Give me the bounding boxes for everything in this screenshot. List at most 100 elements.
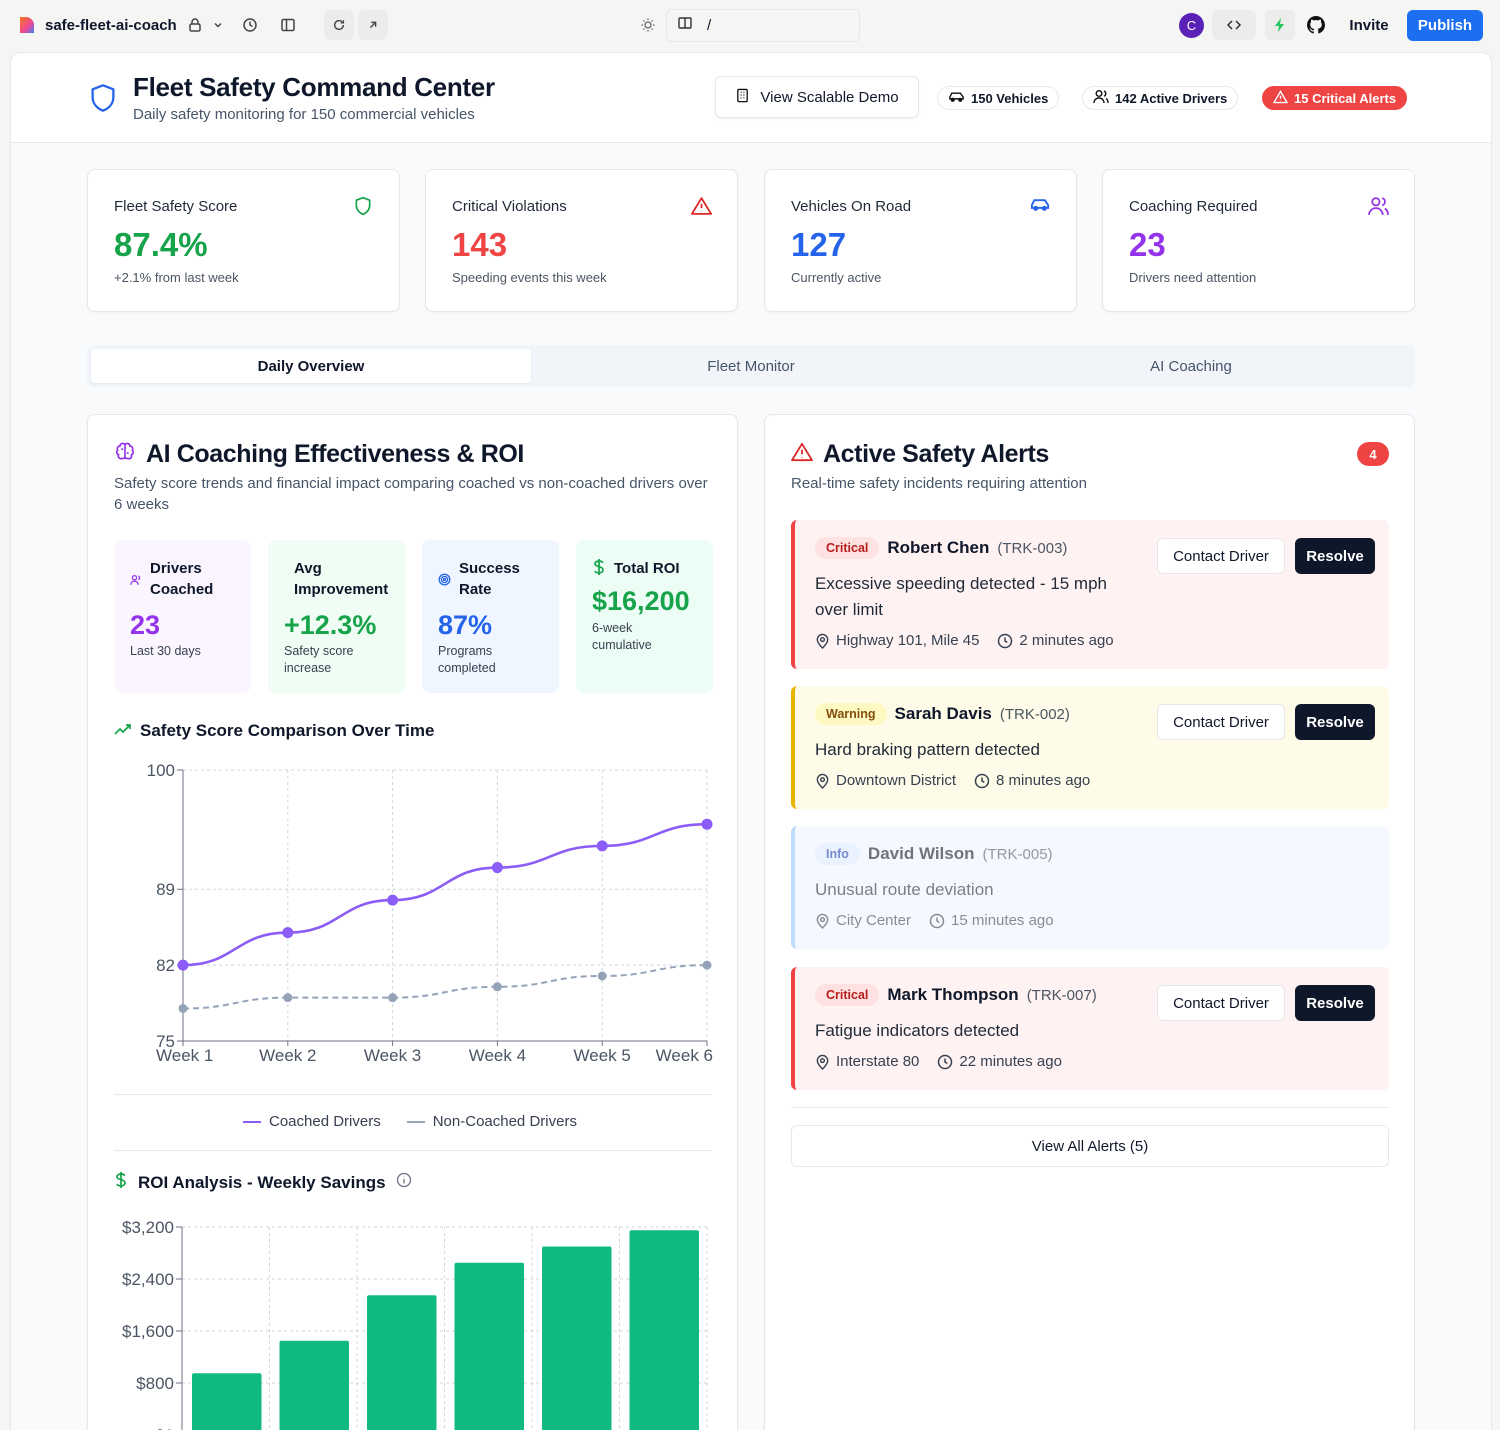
shield-icon [353,196,373,216]
truck-id: (TRK-005) [982,845,1053,863]
coaching-effectiveness-card: AI Coaching Effectiveness & ROI Safety s… [87,414,738,1430]
x-tick-label: Week 4 [469,1046,526,1065]
legend-coached: Coached Drivers [243,1113,381,1130]
roi-bar [629,1230,699,1430]
mini-card-avg-improvement: Avg Improvement +12.3% Safety score increa… [268,540,405,693]
github-icon[interactable] [1301,10,1331,40]
lock-icon[interactable] [180,10,210,40]
driver-name: Robert Chen [887,538,990,557]
tab-fleet-monitor[interactable]: Fleet Monitor [707,357,795,375]
y-tick-label: 75 [156,1032,175,1051]
mini-heading-1: Avg [294,560,322,577]
code-icon[interactable] [1212,10,1256,40]
stat-sub: Drivers need attention [1129,270,1257,285]
truck-id: (TRK-002) [999,705,1070,723]
user-avatar[interactable]: C [1179,13,1204,38]
view-all-alerts-button[interactable]: View All Alerts (5) [791,1125,1389,1167]
stat-card-coaching-required: Coaching Required 23 Drivers need attent… [1102,169,1415,312]
bolt-icon[interactable] [1265,10,1295,40]
refresh-icon[interactable] [324,10,354,40]
history-icon[interactable] [235,10,265,40]
alert-description-line-2: over limit [815,600,884,619]
alert-time: 22 minutes ago [959,1053,1062,1070]
publish-button[interactable]: Publish [1407,10,1483,41]
alert-time: 15 minutes ago [951,912,1054,929]
alerts-card-subtitle: Real-time safety incidents requiring att… [791,475,1087,492]
x-tick-label: Week 1 [156,1046,213,1065]
building-icon [735,88,750,107]
x-tick-label: Week 5 [574,1046,631,1065]
clock-icon [997,633,1013,649]
active-alerts-card: Active Safety Alerts 4 Real-time safety … [764,414,1415,1430]
non-coached-drivers-line [182,964,708,1010]
alert-description: Unusual route deviation [815,880,994,899]
editor-topbar: safe-fleet-ai-coach / C Invite Publish [0,0,1500,52]
truck-id: (TRK-003) [997,539,1068,557]
x-tick-label: Week 6 [656,1046,713,1065]
clock-icon [937,1054,953,1070]
chevron-down-icon[interactable] [203,10,233,40]
severity-badge: Critical [815,537,880,559]
alert-time: 2 minutes ago [1019,632,1114,649]
tab-ai-coaching[interactable]: AI Coaching [1150,357,1232,375]
alert-item: Info David Wilson (TRK-005) Unusual rout… [791,826,1389,949]
users-icon [1093,89,1109,107]
contact-driver-button[interactable]: Contact Driver [1157,538,1285,574]
stat-label: Vehicles On Road [791,198,912,215]
stat-value: 23 [1129,226,1166,263]
alert-triangle-icon [1272,89,1289,107]
legend-non-coached: Non-Coached Drivers [406,1113,577,1130]
mini-heading-2: Coached [150,581,214,598]
alert-description-line-1: Excessive speeding detected - 15 mph [815,574,1108,593]
alert-item: Critical Robert Chen (TRK-003) Excessive… [791,520,1389,669]
tab-daily-overview[interactable]: Daily Overview [91,349,531,383]
view-scalable-demo-label: View Scalable Demo [760,88,899,106]
coached-data-point [491,862,503,874]
mini-sub: Last 30 days [130,644,201,658]
resolve-button[interactable]: Resolve [1295,538,1375,574]
x-tick-label: Week 3 [364,1046,421,1065]
sidebar-toggle-icon[interactable] [273,10,303,40]
project-name[interactable]: safe-fleet-ai-coach [45,17,177,34]
contact-driver-button[interactable]: Contact Driver [1157,985,1285,1021]
stat-label: Fleet Safety Score [114,198,238,215]
mini-heading-1: Success [459,560,520,577]
non-coached-data-point [492,982,502,992]
y-tick-label: 82 [156,956,175,975]
app-header: Fleet Safety Command Center Daily safety… [11,53,1491,143]
stat-value: 87.4% [114,226,208,263]
alert-triangle-icon [791,442,813,467]
users-icon [130,571,142,600]
url-bar[interactable]: / [666,9,860,42]
map-pin-icon [815,913,830,929]
stat-sub: Currently active [791,270,882,285]
shield-logo-icon [89,83,117,118]
stat-card-fleet-safety-score: Fleet Safety Score 87.4% +2.1% from last… [87,169,400,312]
alert-triangle-icon [691,196,712,216]
resolve-button[interactable]: Resolve [1295,704,1375,740]
invite-button[interactable]: Invite [1349,17,1389,34]
contact-driver-button[interactable]: Contact Driver [1157,704,1285,740]
critical-alerts-pill[interactable]: 15 Critical Alerts [1262,86,1408,110]
truck-id: (TRK-007) [1026,986,1097,1004]
vehicles-count: 150 Vehicles [971,90,1049,106]
resolve-button[interactable]: Resolve [1295,985,1375,1021]
coached-data-point [177,959,189,971]
vehicles-pill: 150 Vehicles [937,86,1060,110]
open-external-icon[interactable] [358,10,388,40]
alert-item: Warning Sarah Davis (TRK-002) Hard braki… [791,686,1389,809]
info-icon[interactable] [396,1172,412,1193]
non-coached-data-point [702,960,712,970]
severity-badge: Info [815,843,860,865]
roi-bar [279,1340,349,1430]
drivers-count: 142 Active Drivers [1115,90,1228,106]
bar-chart-title: ROI Analysis - Weekly Savings [138,1172,386,1192]
divider [791,1107,1389,1108]
alerts-card-title: Active Safety Alerts [823,440,1049,468]
car-icon [1030,196,1050,216]
theme-toggle-icon[interactable] [633,10,663,40]
url-path[interactable]: / [707,17,712,34]
device-icon[interactable] [677,15,693,36]
view-scalable-demo-button[interactable]: View Scalable Demo [715,76,919,118]
